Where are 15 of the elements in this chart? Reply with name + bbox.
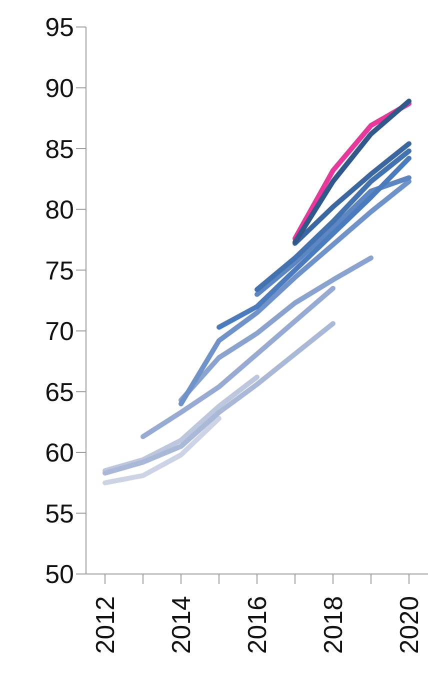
y-tick-label: 60 (45, 438, 74, 468)
x-tick-label: 2020 (394, 596, 424, 654)
y-tick-label: 50 (45, 559, 74, 590)
y-tick-label: 70 (45, 316, 74, 346)
y-tick-label: 65 (45, 376, 74, 407)
y-tick-label: 80 (45, 194, 74, 225)
y-tick-label: 75 (45, 255, 74, 286)
y-tick-label: 55 (45, 498, 74, 528)
y-tick-label: 90 (45, 73, 74, 104)
x-tick-label: 2014 (166, 596, 196, 654)
y-tick-label: 85 (45, 134, 74, 164)
x-tick-label: 2016 (242, 596, 272, 654)
y-tick-label: 95 (45, 12, 74, 42)
x-tick-label: 2018 (318, 596, 348, 654)
x-tick-label: 2012 (90, 596, 120, 654)
